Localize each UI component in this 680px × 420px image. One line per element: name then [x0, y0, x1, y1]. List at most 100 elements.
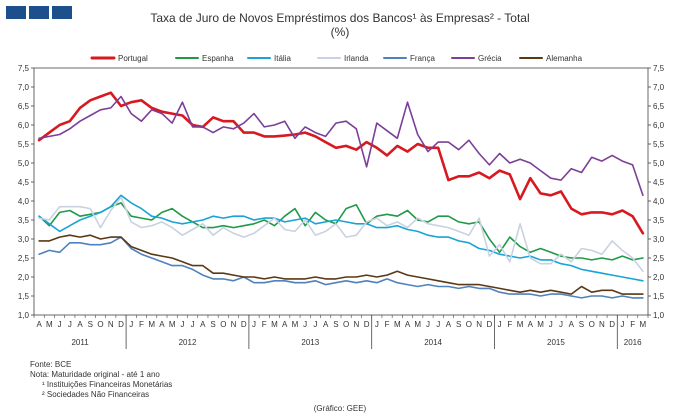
y-tick-label-right: 5,0 — [653, 159, 665, 168]
x-month-label: M — [271, 320, 278, 329]
x-month-label: M — [640, 320, 647, 329]
source-note: Fonte: BCE — [30, 360, 72, 369]
y-tick-label-left: 4,0 — [18, 197, 30, 206]
x-month-label: A — [323, 320, 329, 329]
x-month-label: A — [77, 320, 83, 329]
legend-label: Alemanha — [546, 54, 583, 63]
legend-label: França — [410, 54, 435, 63]
x-month-label: J — [303, 320, 307, 329]
chart-notes: Fonte: BCE Nota: Maturidade original - a… — [30, 360, 172, 400]
x-month-label: F — [507, 320, 512, 329]
x-month-label: J — [498, 320, 502, 329]
x-month-label: O — [589, 320, 595, 329]
x-month-label: S — [333, 320, 338, 329]
x-month-label: J — [375, 320, 379, 329]
legend-label: Itália — [274, 54, 291, 63]
x-month-label: J — [58, 320, 62, 329]
y-tick-label-left: 6,0 — [18, 121, 30, 130]
x-year-label: 2015 — [547, 338, 565, 347]
x-month-label: F — [139, 320, 144, 329]
x-month-label: M — [414, 320, 421, 329]
x-month-label: M — [148, 320, 155, 329]
y-tick-label-right: 3,5 — [653, 216, 665, 225]
x-month-label: J — [436, 320, 440, 329]
logo-block — [6, 6, 26, 19]
y-tick-label-left: 2,0 — [18, 273, 30, 282]
legend-label: Grécia — [478, 54, 502, 63]
x-month-label: O — [466, 320, 472, 329]
x-month-label: M — [292, 320, 299, 329]
y-tick-label-left: 3,5 — [18, 216, 30, 225]
x-month-label: A — [528, 320, 534, 329]
y-tick-label-right: 4,5 — [653, 178, 665, 187]
x-month-label: O — [343, 320, 349, 329]
x-month-label: F — [630, 320, 635, 329]
x-month-label: A — [36, 320, 42, 329]
series-line-portugal — [37, 91, 645, 235]
x-month-label: N — [108, 320, 114, 329]
graph-credit: (Gráfico: GEE) — [313, 404, 367, 413]
x-month-label: A — [446, 320, 452, 329]
y-tick-label-right: 7,5 — [653, 64, 665, 73]
y-tick-label-right: 6,5 — [653, 102, 665, 111]
y-tick-label-left: 1,5 — [18, 292, 30, 301]
x-month-label: D — [241, 320, 247, 329]
x-month-label: M — [169, 320, 176, 329]
x-month-label: J — [252, 320, 256, 329]
x-month-label: M — [517, 320, 524, 329]
y-tick-label-right: 6,0 — [653, 121, 665, 130]
x-year-label: 2013 — [301, 338, 319, 347]
y-tick-label-right: 4,0 — [653, 197, 665, 206]
x-month-label: A — [200, 320, 206, 329]
x-month-label: F — [262, 320, 267, 329]
x-year-label: 2012 — [179, 338, 197, 347]
legend-label: Irlanda — [344, 54, 369, 63]
y-tick-label-left: 7,5 — [18, 64, 30, 73]
x-month-label: M — [537, 320, 544, 329]
logo-block — [52, 6, 72, 19]
x-month-label: J — [68, 320, 72, 329]
series-line-franca — [38, 236, 644, 299]
x-month-label: M — [394, 320, 401, 329]
legend-label: Espanha — [202, 54, 234, 63]
x-month-label: J — [426, 320, 430, 329]
x-month-label: J — [559, 320, 563, 329]
x-year-label: 2016 — [624, 338, 642, 347]
chart-title: Taxa de Juro de Novos Empréstimos dos Ba… — [150, 11, 530, 25]
series-line-italia — [38, 194, 644, 282]
x-month-label: D — [118, 320, 124, 329]
x-month-label: A — [569, 320, 575, 329]
y-tick-label-left: 5,5 — [18, 140, 30, 149]
x-month-label: S — [88, 320, 93, 329]
x-month-label: F — [385, 320, 390, 329]
x-month-label: A — [282, 320, 288, 329]
series-line-grecia — [38, 95, 644, 197]
y-tick-label-right: 3,0 — [653, 235, 665, 244]
x-month-label: J — [129, 320, 133, 329]
x-month-label: D — [609, 320, 615, 329]
series-line-espanha — [38, 202, 644, 261]
y-tick-label-left: 6,5 — [18, 102, 30, 111]
y-tick-label-right: 1,5 — [653, 292, 665, 301]
x-month-label: N — [353, 320, 359, 329]
x-month-label: M — [46, 320, 53, 329]
x-month-label: J — [313, 320, 317, 329]
y-tick-label-right: 1,0 — [653, 311, 665, 320]
y-tick-label-left: 5,0 — [18, 159, 30, 168]
y-tick-label-right: 5,5 — [653, 140, 665, 149]
series-line-irlanda — [38, 196, 644, 273]
y-tick-label-left: 7,0 — [18, 83, 30, 92]
chart-unit: (%) — [330, 25, 350, 39]
x-month-label: A — [405, 320, 411, 329]
footnote-2: ² Sociedades Não Financeiras — [42, 390, 150, 399]
x-month-label: J — [549, 320, 553, 329]
x-month-label: O — [220, 320, 226, 329]
y-tick-label-right: 2,0 — [653, 273, 665, 282]
x-month-label: J — [191, 320, 195, 329]
maturity-note: Nota: Maturidade original - até 1 ano — [30, 370, 160, 379]
bank-logo — [6, 6, 72, 19]
x-month-label: N — [231, 320, 237, 329]
x-year-label: 2011 — [71, 338, 89, 347]
y-tick-label-left: 3,0 — [18, 235, 30, 244]
